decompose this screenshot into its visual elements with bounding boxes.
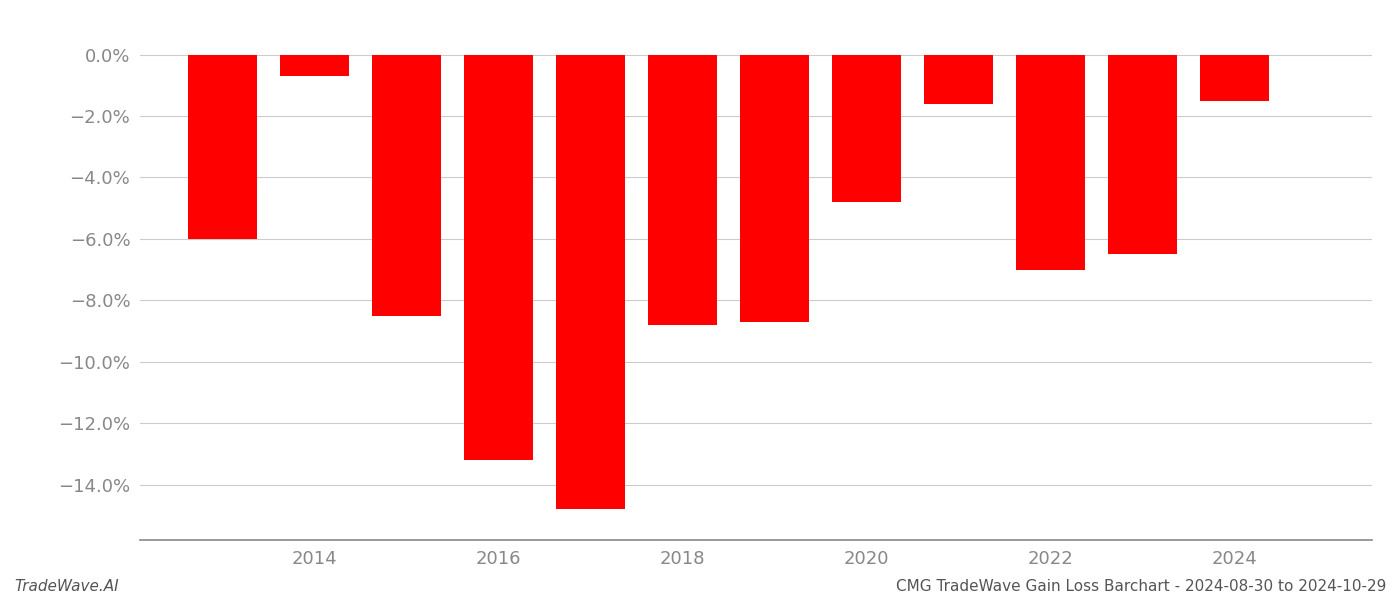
Bar (463, 55, 533, 460)
Text: CMG TradeWave Gain Loss Barchart - 2024-08-30 to 2024-10-29: CMG TradeWave Gain Loss Barchart - 2024-… (896, 579, 1386, 594)
Bar (1016, 55, 1085, 269)
Bar (1107, 55, 1176, 254)
Bar (556, 55, 624, 509)
Bar (280, 55, 349, 76)
Text: TradeWave.AI: TradeWave.AI (14, 579, 119, 594)
Bar (741, 55, 809, 322)
Bar (372, 55, 441, 316)
Bar (832, 55, 900, 202)
Bar (1200, 55, 1268, 101)
Bar (188, 55, 258, 239)
Bar (924, 55, 993, 104)
Bar (648, 55, 717, 325)
